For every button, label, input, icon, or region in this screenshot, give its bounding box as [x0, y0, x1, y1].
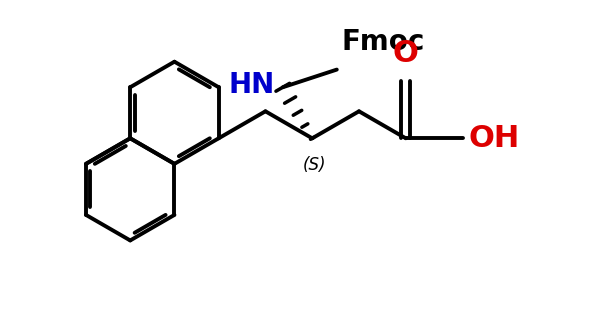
Text: OH: OH: [469, 124, 520, 153]
Text: Fmoc: Fmoc: [342, 28, 425, 56]
Text: HN: HN: [229, 71, 275, 99]
Text: O: O: [393, 38, 419, 68]
Text: (S): (S): [302, 156, 326, 174]
